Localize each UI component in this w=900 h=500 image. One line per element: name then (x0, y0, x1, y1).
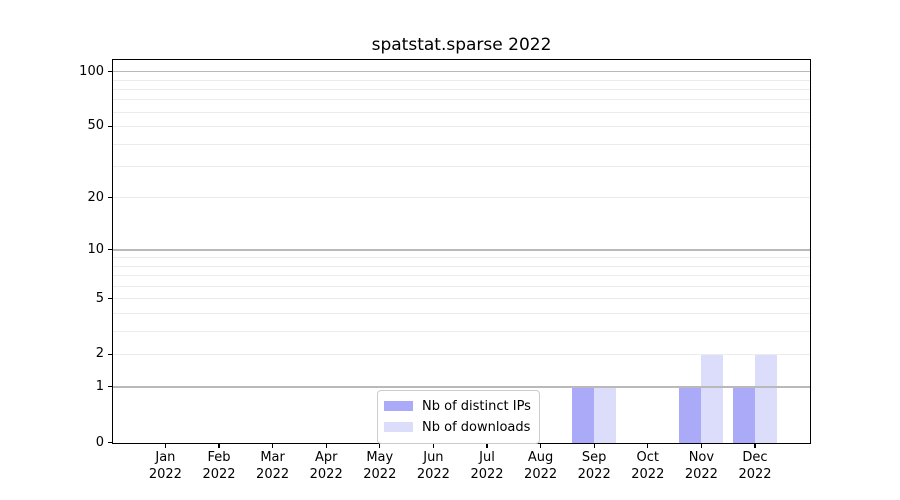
bar-downloads (593, 387, 616, 443)
x-tick-label: Feb 2022 (184, 450, 254, 483)
gridline-minor (113, 79, 810, 81)
x-tick-mark (486, 444, 488, 448)
gridline-minor (113, 126, 810, 128)
gridline-minor (113, 312, 810, 314)
x-tick-label-year: 2022 (202, 466, 236, 482)
y-tick-label: 50 (87, 118, 104, 134)
x-tick-label: Dec 2022 (720, 450, 790, 483)
y-tick-label: 0 (95, 434, 104, 450)
x-tick-label: May 2022 (345, 450, 415, 483)
y-tick-mark (107, 125, 112, 128)
x-tick-label-month: Oct (636, 450, 660, 465)
y-tick-mark (107, 197, 112, 199)
x-tick-label-month: Mar (260, 450, 285, 465)
x-tick-label: Nov 2022 (666, 450, 736, 483)
x-tick-mark (432, 444, 434, 448)
x-tick-mark (164, 444, 166, 448)
gridline-minor (113, 99, 810, 101)
gridline-major (113, 249, 810, 251)
gridline-minor (113, 285, 810, 287)
gridline-minor (113, 275, 810, 276)
gridline-minor (113, 298, 810, 300)
gridline-minor (113, 257, 810, 259)
legend-label-downloads: Nb of downloads (422, 419, 531, 435)
x-tick-label: Jul 2022 (452, 450, 522, 483)
x-tick-label-month: Sep (581, 450, 607, 465)
y-tick-label: 20 (87, 189, 104, 205)
x-tick-mark (647, 444, 649, 448)
gridline-minor (113, 265, 810, 267)
x-tick-mark (593, 444, 595, 448)
x-tick-label-month: Jun (423, 450, 444, 465)
legend-swatch-distinct-ips (384, 401, 413, 411)
x-tick-label-month: Jul (479, 450, 495, 465)
gridline-minor (113, 197, 810, 199)
x-tick-mark (754, 444, 756, 448)
y-tick-mark (107, 442, 112, 444)
x-tick-label-month: May (366, 450, 394, 465)
x-tick-label-month: Feb (207, 450, 231, 465)
x-tick-label-year: 2022 (148, 466, 182, 482)
gridline-minor (113, 143, 810, 145)
y-tick-label: 2 (95, 346, 104, 362)
x-tick-mark (218, 444, 220, 448)
y-tick-label: 10 (87, 241, 104, 257)
bar-downloads (754, 354, 777, 443)
x-tick-label: Aug 2022 (506, 450, 576, 483)
gridline-major (113, 71, 810, 73)
y-tick-mark (107, 353, 112, 355)
y-tick-label: 100 (79, 63, 104, 79)
bar-distinct-ips (732, 387, 755, 443)
legend-label-distinct-ips: Nb of distinct IPs (422, 398, 531, 414)
x-tick-label-year: 2022 (631, 466, 665, 482)
x-tick-label-year: 2022 (416, 466, 450, 482)
bar-distinct-ips (571, 387, 594, 443)
x-tick-label-month: Nov (688, 450, 715, 465)
y-tick-mark (107, 297, 112, 300)
x-tick-label: Sep 2022 (559, 450, 629, 483)
gridline-minor (113, 353, 810, 355)
x-tick-label-year: 2022 (309, 466, 343, 482)
x-tick-label-year: 2022 (256, 466, 290, 482)
x-tick-mark (540, 444, 542, 448)
y-tick-mark (107, 386, 112, 388)
bar-distinct-ips (679, 387, 701, 443)
x-tick-label-year: 2022 (684, 466, 718, 482)
legend-swatch-downloads (384, 422, 413, 432)
legend-item-distinct-ips: Nb of distinct IPs (384, 396, 531, 416)
x-tick-label-year: 2022 (470, 466, 504, 482)
gridline-minor (113, 330, 810, 332)
x-tick-label-month: Jan (155, 450, 176, 465)
gridline-minor (113, 111, 810, 113)
x-tick-label: Oct 2022 (613, 450, 683, 483)
y-tick-label: 5 (95, 290, 104, 306)
x-tick-label-month: Dec (742, 450, 768, 465)
gridline-major (113, 386, 810, 388)
plot-area (112, 59, 811, 444)
x-tick-mark (379, 444, 381, 448)
x-tick-label-year: 2022 (524, 466, 558, 482)
y-tick-mark (107, 249, 112, 251)
x-tick-label-month: Apr (314, 450, 338, 465)
x-tick-mark (325, 444, 327, 448)
x-tick-label-year: 2022 (738, 466, 772, 482)
x-tick-mark (700, 444, 702, 448)
x-tick-label-year: 2022 (577, 466, 611, 482)
x-tick-label-year: 2022 (363, 466, 397, 482)
y-tick-label: 1 (95, 378, 104, 394)
x-tick-label: Apr 2022 (291, 450, 361, 483)
x-tick-label: Jun 2022 (398, 450, 468, 483)
gridline-minor (113, 166, 810, 168)
gridline-minor (113, 88, 810, 90)
x-tick-label: Mar 2022 (238, 450, 308, 483)
legend: Nb of distinct IPs Nb of downloads (377, 390, 540, 444)
chart-title: spatstat.sparse 2022 (371, 35, 552, 55)
x-tick-label: Jan 2022 (130, 450, 200, 483)
legend-item-downloads: Nb of downloads (384, 417, 531, 437)
y-tick-mark (107, 70, 112, 73)
x-tick-label-month: Aug (527, 450, 554, 465)
x-tick-mark (272, 444, 274, 448)
bar-downloads (701, 354, 723, 443)
